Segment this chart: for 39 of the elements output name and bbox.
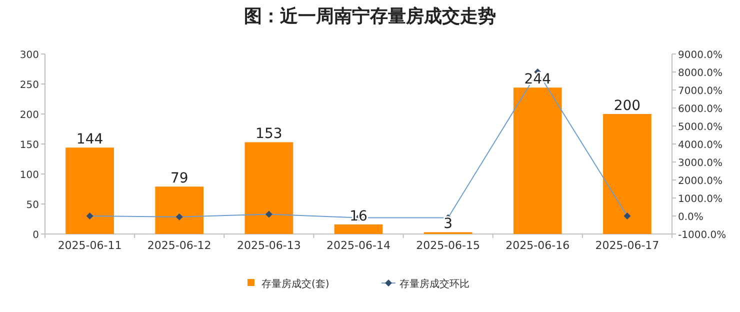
chart-title: 图：近一周南宁存量房成交走势 (244, 6, 496, 27)
data-label: 79 (170, 170, 188, 187)
y-tick-label: 50 (26, 200, 39, 211)
x-tick-label: 2025-06-13 (236, 239, 301, 252)
y2-tick-label: 0.0% (678, 212, 704, 223)
bar (244, 142, 294, 234)
x-tick-label: 2025-06-12 (147, 239, 212, 252)
legend-label: 存量房成交环比 (400, 278, 470, 290)
y2-tick-label: 1000.0% (678, 194, 722, 205)
y-tick-label: 200 (20, 110, 39, 121)
bar (66, 148, 114, 234)
y2-tick-label: 6000.0% (678, 104, 722, 115)
y2-tick-label: 2000.0% (678, 176, 722, 187)
y-tick-label: 100 (20, 170, 39, 181)
y2-tick-label: 5000.0% (678, 122, 722, 133)
x-tick-label: 2025-06-15 (416, 239, 480, 252)
x-tick-label: 2025-06-17 (595, 239, 660, 252)
x-tick-label: 2025-06-11 (58, 239, 122, 252)
legend-label: 存量房成交(套) (262, 278, 330, 290)
x-tick-label: 2025-06-14 (326, 239, 390, 252)
y-tick-label: 0 (32, 230, 39, 241)
y2-tick-label: 3000.0% (678, 158, 722, 169)
data-label: 200 (614, 98, 641, 114)
y2-tick-label: 7000.0% (678, 86, 722, 97)
y2-tick-label: 4000.0% (678, 140, 722, 151)
y2-tick-label: -1000.0% (678, 230, 726, 241)
bar (334, 224, 383, 234)
data-label: 144 (76, 132, 104, 148)
data-label: 153 (256, 126, 282, 142)
x-tick-label: 2025-06-16 (506, 239, 570, 252)
bar (513, 88, 562, 234)
y-tick-label: 300 (20, 50, 39, 61)
bar (603, 114, 652, 234)
y-tick-label: 150 (20, 140, 39, 151)
y2-tick-label: 8000.0% (678, 68, 722, 79)
y2-tick-label: 9000.0% (678, 50, 722, 61)
bar (155, 186, 204, 234)
y-tick-label: 250 (20, 80, 39, 91)
data-label: 3 (444, 216, 453, 232)
